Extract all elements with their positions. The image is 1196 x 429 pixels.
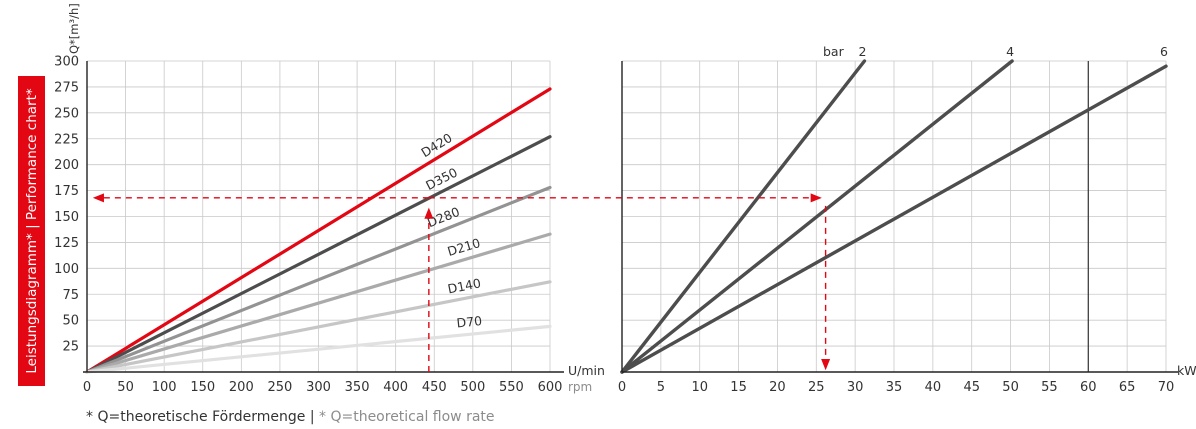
left-x-tick-label: 250 <box>268 380 293 395</box>
left-series-label-d70: D70 <box>456 313 483 330</box>
reading-example-arrows <box>92 193 831 372</box>
left-series-line-d70 <box>85 324 552 374</box>
right-x-tick-label: 60 <box>1080 380 1097 395</box>
left-series-label-d420: D420 <box>418 130 454 160</box>
footnote-en: * Q=theoretical flow rate <box>319 409 495 425</box>
left-y-tick-label: 275 <box>54 80 79 95</box>
left-y-tick-label: 125 <box>54 236 79 251</box>
left-y-tick-label: 225 <box>54 132 79 147</box>
left-x-tick-label: 150 <box>190 380 215 395</box>
left-y-tick-label: 25 <box>62 340 79 355</box>
left-y-tick-label: 100 <box>54 262 79 277</box>
right-chart-series <box>620 59 1168 374</box>
left-x-tick-label: 500 <box>460 380 485 395</box>
right-x-tick-label: 35 <box>886 380 903 395</box>
left-chart-series <box>85 87 552 374</box>
left-x-tick-label: 350 <box>345 380 370 395</box>
right-x-tick-label: 15 <box>730 380 747 395</box>
right-x-tick-label: 25 <box>808 380 825 395</box>
left-y-tick-label: 75 <box>62 288 79 303</box>
left-x-tick-label: 550 <box>499 380 524 395</box>
left-x-tick-label: 400 <box>383 380 408 395</box>
footnote: * Q=theoretische Fördermenge | * Q=theor… <box>86 409 495 425</box>
right-chart-grid <box>622 60 1167 372</box>
right-x-axis-title: kW <box>1177 363 1196 378</box>
left-x-tick-label: 600 <box>538 380 563 395</box>
left-series-line-d140 <box>85 280 552 374</box>
left-x-tick-label: 200 <box>229 380 254 395</box>
right-x-tick-label: 70 <box>1158 380 1175 395</box>
left-series-label-d350: D350 <box>423 164 460 193</box>
left-x-tick-label: 50 <box>117 380 134 395</box>
right-series-label-6bar: 6 <box>1160 44 1168 59</box>
left-y-tick-label: 300 <box>54 55 79 70</box>
left-y-axis-title: Q*[m³/h] <box>67 3 81 54</box>
left-series-line-d210 <box>85 232 552 374</box>
left-x-axis-title: U/min <box>568 363 605 378</box>
right-x-tick-label: 0 <box>618 380 626 395</box>
side-label-tab: Leistungsdiagramm* | Performance chart* <box>18 76 45 386</box>
right-x-tick-label: 10 <box>691 380 708 395</box>
left-series-line-d420 <box>85 87 552 374</box>
left-chart-grid <box>87 60 551 372</box>
left-y-tick-label: 50 <box>62 314 79 329</box>
right-series-label-2bar: 2 <box>858 44 866 59</box>
right-series-line-6bar <box>620 64 1168 374</box>
left-x-tick-label: 0 <box>83 380 91 395</box>
left-x-axis-subtitle: rpm <box>568 380 592 394</box>
footnote-separator: | <box>305 409 319 425</box>
right-x-tick-label: 40 <box>925 380 942 395</box>
footnote-de: * Q=theoretische Fördermenge <box>86 409 306 425</box>
left-series-line-d280 <box>85 185 552 374</box>
left-series-label-d140: D140 <box>446 275 482 296</box>
right-x-tick-label: 5 <box>657 380 665 395</box>
left-x-tick-label: 100 <box>152 380 177 395</box>
right-x-tick-label: 50 <box>1002 380 1019 395</box>
right-series-line-4bar <box>620 59 1014 374</box>
left-x-tick-label: 300 <box>306 380 331 395</box>
left-y-tick-label: 250 <box>54 106 79 121</box>
right-x-tick-label: 65 <box>1119 380 1136 395</box>
right-x-tick-label: 55 <box>1041 380 1058 395</box>
right-x-tick-label: 20 <box>769 380 786 395</box>
chart-axes <box>83 61 1178 373</box>
left-y-tick-label: 200 <box>54 158 79 173</box>
pressure-unit-label: bar <box>823 44 845 59</box>
right-x-tick-label: 45 <box>963 380 980 395</box>
left-y-tick-label: 150 <box>54 210 79 225</box>
right-series-label-4bar: 4 <box>1006 44 1014 59</box>
left-x-tick-label: 450 <box>422 380 447 395</box>
left-series-line-d350 <box>85 135 552 374</box>
left-y-tick-label: 175 <box>54 184 79 199</box>
right-series-line-2bar <box>620 59 867 374</box>
right-x-tick-label: 30 <box>847 380 864 395</box>
